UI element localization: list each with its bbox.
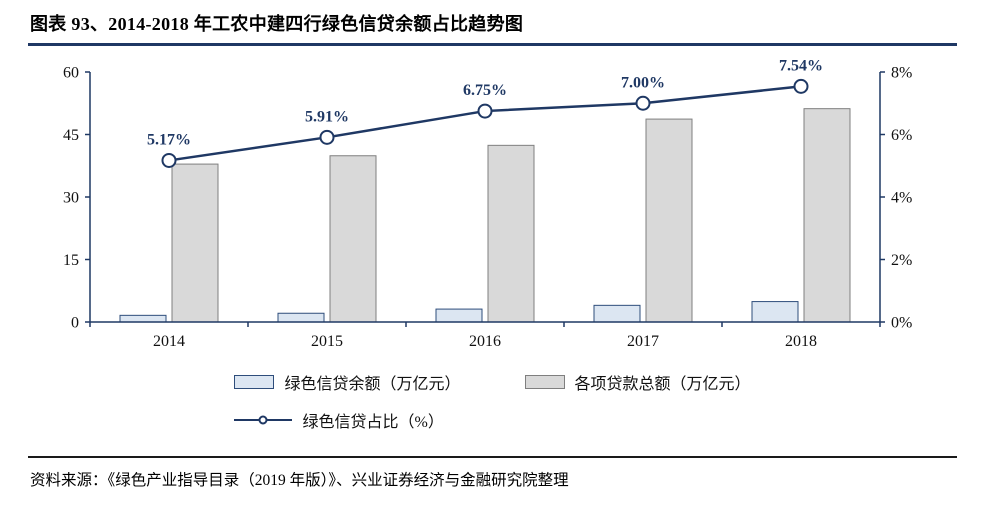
bar-total-loans-2014 bbox=[171, 163, 219, 323]
ratio-marker-2018 bbox=[793, 78, 809, 94]
bar-total-loans-2018 bbox=[803, 108, 851, 323]
ratio-data-label-2017: 7.00% bbox=[621, 74, 665, 91]
bar-green-credit-2016 bbox=[435, 308, 483, 323]
bar-green-credit-2017 bbox=[593, 304, 641, 323]
legend-line-marker-icon bbox=[234, 414, 293, 427]
ratio-data-label-2016: 6.75% bbox=[463, 82, 507, 99]
x-axis-label-2014: 2014 bbox=[153, 333, 185, 350]
chart-legend-inner: 绿色信贷余额（万亿元） 各项贷款总额（万亿元） 绿色信贷占比（%） bbox=[234, 370, 751, 446]
legend-item-green-credit-balance: 绿色信贷余额（万亿元） bbox=[234, 370, 461, 394]
source-divider bbox=[28, 456, 957, 458]
ratio-marker-2014 bbox=[161, 152, 177, 168]
left-axis-tick-label: 30 bbox=[63, 190, 79, 207]
source-text: 资料来源：《绿色产业指导目录（2019 年版）》、兴业证券经济与金融研究院整理 bbox=[30, 471, 569, 489]
legend-label-green-credit-ratio: 绿色信贷占比（%） bbox=[302, 414, 444, 431]
legend-row-line: 绿色信贷占比（%） bbox=[234, 408, 750, 432]
bar-total-loans-2017 bbox=[645, 118, 693, 323]
left-axis-tick-label: 60 bbox=[63, 65, 79, 82]
right-axis-tick-label: 8% bbox=[891, 65, 912, 82]
right-axis-tick-label: 6% bbox=[891, 127, 912, 144]
figure-title: 图表 93、2014-2018 年工农中建四行绿色信贷余额占比趋势图 bbox=[30, 14, 524, 34]
bar-green-credit-2015 bbox=[277, 312, 325, 323]
ratio-data-label-2018: 7.54% bbox=[779, 57, 823, 74]
legend-item-green-credit-ratio: 绿色信贷占比（%） bbox=[234, 408, 444, 432]
x-axis-label-2016: 2016 bbox=[469, 333, 501, 350]
bar-total-loans-2015 bbox=[329, 155, 377, 323]
ratio-data-label-2015: 5.91% bbox=[305, 108, 349, 125]
chart-legend: 绿色信贷余额（万亿元） 各项贷款总额（万亿元） 绿色信贷占比（%） bbox=[0, 370, 985, 446]
ratio-marker-2015 bbox=[319, 129, 335, 145]
x-axis-label-2015: 2015 bbox=[311, 333, 343, 350]
legend-line-dot bbox=[258, 415, 268, 425]
legend-row-bars: 绿色信贷余额（万亿元） 各项贷款总额（万亿元） bbox=[234, 370, 751, 394]
ratio-marker-2016 bbox=[477, 103, 493, 119]
ratio-data-label-2014: 5.17% bbox=[147, 131, 191, 148]
title-divider bbox=[28, 43, 957, 46]
left-axis-tick-label: 15 bbox=[63, 252, 79, 269]
bar-green-credit-2014 bbox=[119, 314, 167, 323]
ratio-marker-2017 bbox=[635, 95, 651, 111]
legend-label-total-loans: 各项贷款总额（万亿元） bbox=[574, 376, 751, 393]
legend-swatch-total-loans bbox=[524, 375, 565, 389]
left-axis-tick-label: 0 bbox=[71, 315, 79, 332]
report-figure-page: 图表 93、2014-2018 年工农中建四行绿色信贷余额占比趋势图 0 15 30… bbox=[0, 10, 985, 515]
right-axis-tick-label: 0% bbox=[891, 315, 912, 332]
x-axis-label-2018: 2018 bbox=[785, 333, 817, 350]
legend-label-green-credit-balance: 绿色信贷余额（万亿元） bbox=[284, 376, 461, 393]
left-axis-tick-label: 45 bbox=[63, 127, 79, 144]
right-axis-tick-label: 4% bbox=[891, 190, 912, 207]
right-axis-tick-label: 2% bbox=[891, 252, 912, 269]
bar-green-credit-2018 bbox=[751, 301, 799, 323]
combo-chart-svg: 0 15 30 45 60 0% 2% 4% 6% 8% 2014 2015 2016 2017 2018 5… bbox=[63, 57, 912, 350]
bar-total-loans-2016 bbox=[487, 144, 535, 323]
chart-area: 0 15 30 45 60 0% 2% 4% 6% 8% 2014 2015 2016 2017 2018 5… bbox=[28, 50, 985, 362]
x-axis-label-2017: 2017 bbox=[627, 333, 659, 350]
legend-item-total-loans: 各项贷款总额（万亿元） bbox=[524, 370, 751, 394]
legend-swatch-green-credit-balance bbox=[234, 375, 275, 389]
